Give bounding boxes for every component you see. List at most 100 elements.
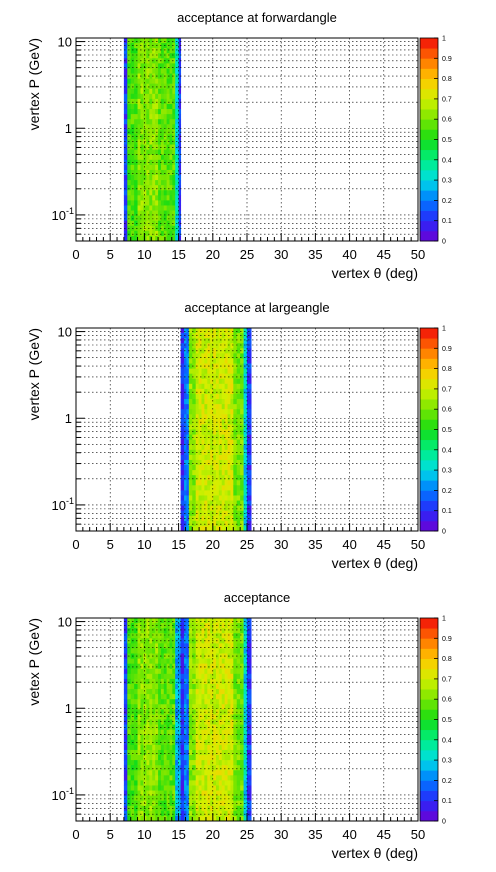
heatmap-cell bbox=[130, 235, 135, 242]
heatmap-cell bbox=[130, 154, 135, 161]
heatmap-cell bbox=[224, 755, 228, 761]
heatmap-cell bbox=[160, 648, 165, 654]
heatmap-cell bbox=[169, 770, 173, 776]
heatmap-cell bbox=[158, 119, 162, 125]
heatmap-cell bbox=[169, 103, 173, 110]
heatmap-cell bbox=[177, 815, 182, 822]
heatmap-cell bbox=[123, 109, 128, 115]
heatmap-cell bbox=[224, 520, 228, 527]
heatmap-cell bbox=[143, 103, 147, 110]
colorbar-segment bbox=[420, 348, 438, 359]
heatmap-cell bbox=[188, 709, 193, 715]
heatmap-cell bbox=[175, 230, 179, 237]
heatmap-cell bbox=[230, 648, 234, 654]
heatmap-cell bbox=[127, 98, 132, 105]
heatmap-cell bbox=[207, 719, 211, 725]
heatmap-cell bbox=[227, 765, 231, 771]
heatmap-cell bbox=[243, 704, 248, 710]
heatmap-cell bbox=[140, 149, 144, 156]
heatmap-cell bbox=[137, 623, 141, 629]
heatmap-cell bbox=[155, 180, 159, 186]
heatmap-cell bbox=[227, 755, 231, 761]
heatmap-cell bbox=[207, 373, 211, 380]
heatmap-cell bbox=[188, 694, 193, 700]
heatmap-cell bbox=[137, 678, 141, 685]
heatmap-cell bbox=[210, 328, 214, 334]
colorbar-segment bbox=[420, 98, 438, 110]
heatmap-cell bbox=[140, 215, 144, 222]
heatmap-cell bbox=[240, 515, 244, 522]
heatmap-cell bbox=[224, 709, 228, 715]
heatmap-cell bbox=[149, 709, 153, 715]
heatmap-cell bbox=[221, 633, 226, 639]
heatmap-cell bbox=[230, 729, 234, 736]
heatmap-cell bbox=[178, 134, 182, 140]
heatmap-cell bbox=[243, 694, 248, 700]
heatmap-cell bbox=[172, 154, 176, 161]
heatmap-cell bbox=[169, 653, 173, 659]
colorbar-segment bbox=[420, 368, 438, 380]
heatmap-cell bbox=[155, 109, 159, 115]
heatmap-cell bbox=[123, 633, 128, 639]
heatmap-cell bbox=[184, 780, 187, 786]
heatmap-cell bbox=[192, 765, 197, 771]
heatmap-cell bbox=[149, 810, 153, 817]
heatmap-cell bbox=[201, 510, 205, 517]
heatmap-cell bbox=[166, 689, 170, 695]
heatmap-cell bbox=[146, 169, 150, 176]
heatmap-cell bbox=[166, 164, 170, 171]
heatmap-cell bbox=[207, 409, 211, 415]
heatmap-cell bbox=[198, 775, 202, 781]
heatmap-cell bbox=[158, 43, 162, 49]
x-tick-label: 15 bbox=[171, 537, 185, 552]
heatmap-cell bbox=[137, 694, 141, 700]
heatmap-cell bbox=[215, 444, 220, 451]
heatmap-cell bbox=[134, 658, 138, 665]
heatmap-cell bbox=[127, 164, 132, 171]
heatmap-cell bbox=[188, 404, 193, 410]
heatmap-cell bbox=[149, 678, 153, 685]
heatmap-cell bbox=[201, 393, 205, 400]
heatmap-cell bbox=[233, 399, 238, 405]
heatmap-cell bbox=[213, 510, 217, 517]
heatmap-cell bbox=[201, 454, 205, 461]
heatmap-cell bbox=[158, 175, 162, 181]
heatmap-cell bbox=[184, 689, 187, 695]
heatmap-cell bbox=[160, 653, 165, 659]
heatmap-cell bbox=[160, 169, 165, 176]
heatmap-cell bbox=[210, 643, 214, 649]
heatmap-cell bbox=[158, 734, 162, 741]
heatmap-cell bbox=[180, 383, 185, 390]
heatmap-cell bbox=[210, 429, 214, 435]
heatmap-cell bbox=[175, 139, 179, 145]
heatmap-cell bbox=[175, 175, 179, 181]
heatmap-cell bbox=[192, 800, 197, 807]
heatmap-cell bbox=[195, 470, 199, 476]
heatmap-cell bbox=[134, 785, 138, 791]
heatmap-cell bbox=[233, 470, 238, 476]
heatmap-cell bbox=[134, 633, 138, 639]
heatmap-cell bbox=[201, 770, 205, 776]
heatmap-cell bbox=[213, 363, 217, 369]
heatmap-cell bbox=[204, 734, 208, 741]
heatmap-cell bbox=[137, 73, 141, 80]
heatmap-cell bbox=[160, 775, 165, 781]
heatmap-cell bbox=[243, 490, 248, 496]
heatmap-cell bbox=[163, 678, 168, 685]
heatmap-cell bbox=[152, 200, 156, 206]
heatmap-cell bbox=[163, 93, 168, 100]
heatmap-cell bbox=[201, 373, 205, 380]
heatmap-cell bbox=[130, 785, 135, 791]
heatmap-cell bbox=[137, 210, 141, 217]
heatmap-cell bbox=[221, 393, 226, 400]
heatmap-cell bbox=[127, 235, 132, 242]
heatmap-cell bbox=[192, 810, 197, 817]
heatmap-cell bbox=[198, 633, 202, 639]
heatmap-cell bbox=[243, 480, 248, 486]
heatmap-cell bbox=[127, 103, 132, 110]
heatmap-cell bbox=[215, 454, 220, 461]
heatmap-cell bbox=[140, 780, 144, 786]
heatmap-cell bbox=[201, 683, 205, 690]
heatmap-cell bbox=[172, 689, 176, 695]
heatmap-cell bbox=[123, 124, 128, 130]
